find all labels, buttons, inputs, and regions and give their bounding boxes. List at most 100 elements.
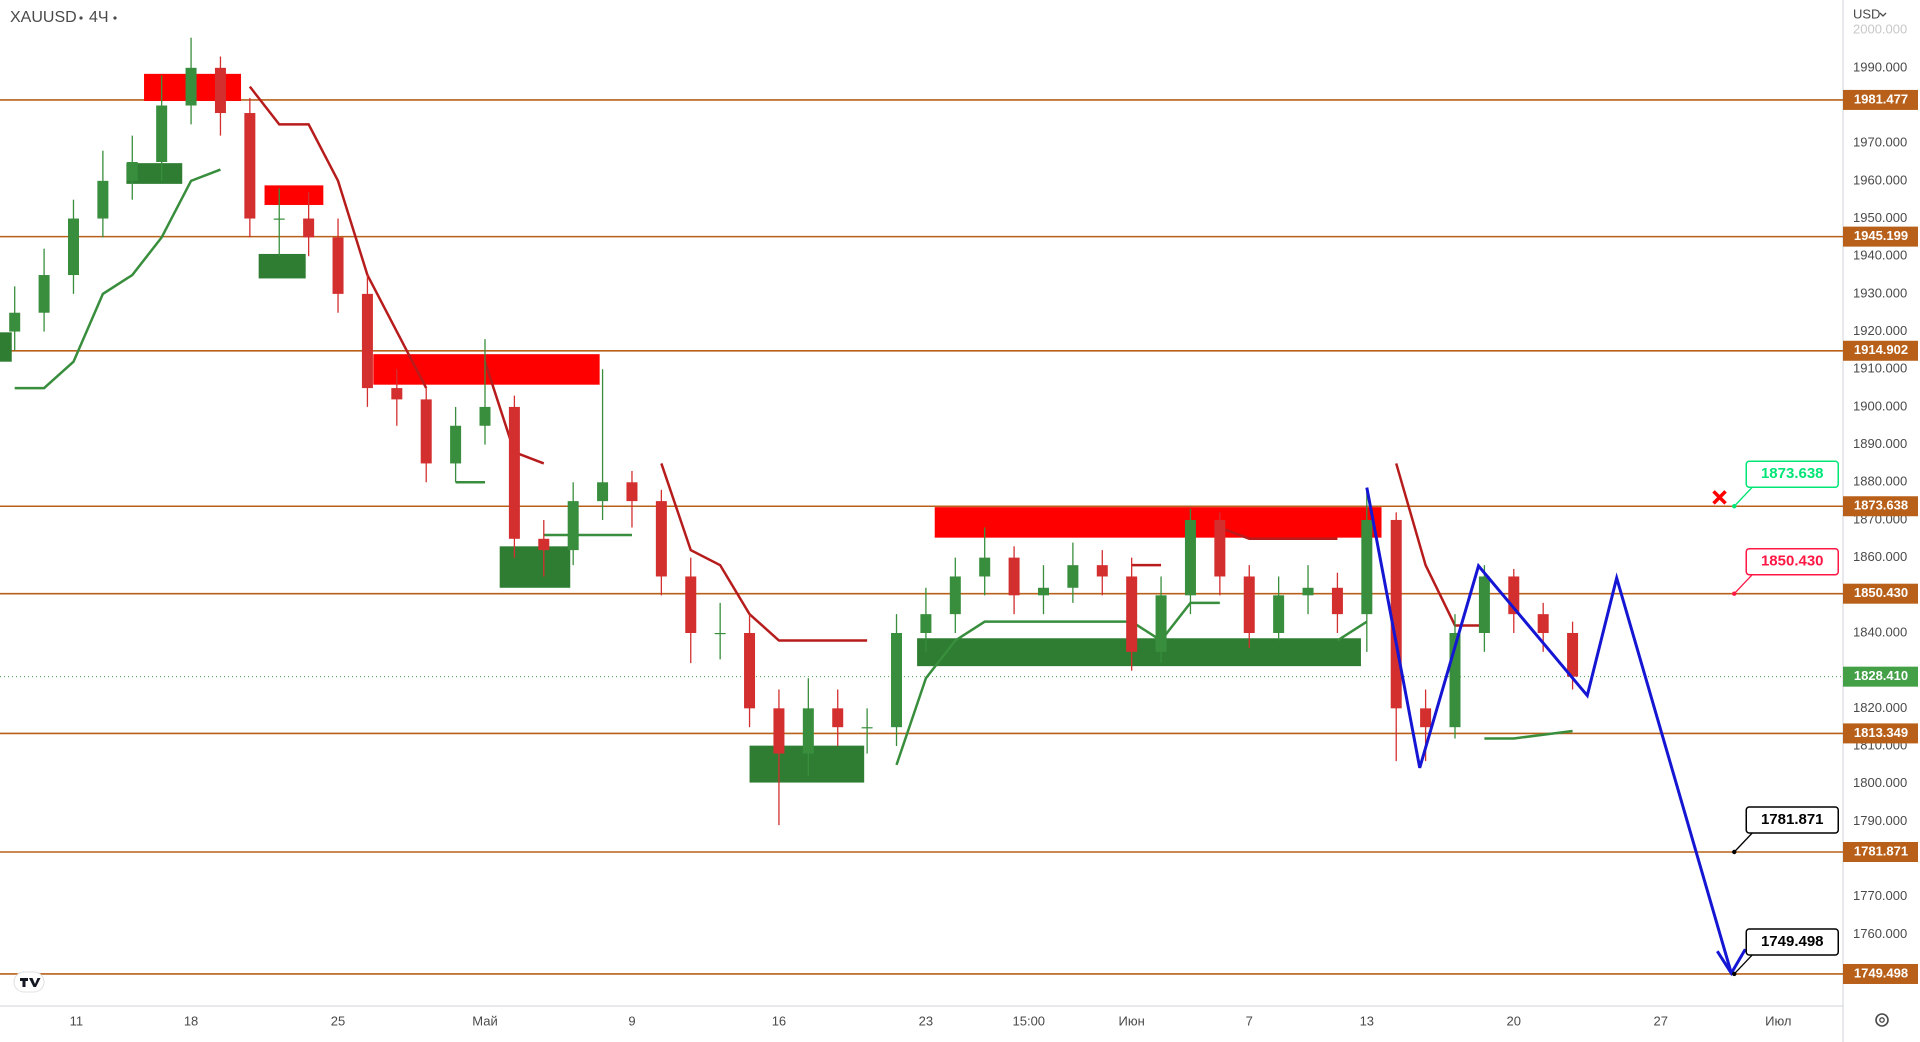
callout-anchor xyxy=(1732,849,1737,855)
x-tick-label: Июл xyxy=(1765,1013,1791,1028)
symbol: XAUUSD xyxy=(10,9,77,26)
y-tick-label: 1960.000 xyxy=(1853,172,1907,187)
callout-anchor xyxy=(1732,504,1737,509)
level-box xyxy=(1843,340,1918,361)
level-box xyxy=(1843,226,1918,247)
x-tick-label: 9 xyxy=(628,1013,635,1028)
zone xyxy=(917,638,1361,667)
y-tick-label: 1970.000 xyxy=(1853,135,1907,150)
candle-body xyxy=(714,632,726,635)
candle-body xyxy=(185,67,197,106)
projection-arrowhead xyxy=(1716,948,1747,977)
candle-body xyxy=(1537,614,1549,633)
y-tick-label: 1790.000 xyxy=(1853,813,1907,828)
candle-body xyxy=(1390,519,1402,709)
x-tick-label: Июн xyxy=(1119,1013,1145,1028)
y-tick-label: 1910.000 xyxy=(1853,361,1907,376)
zone xyxy=(126,163,183,184)
x-tick-label: 11 xyxy=(70,1013,84,1028)
candle-body xyxy=(1273,595,1285,633)
candle-body xyxy=(1508,576,1520,615)
candle-body xyxy=(97,180,109,219)
candle-body xyxy=(1331,587,1343,615)
candle-body xyxy=(479,406,491,426)
level-label: 1945.199 xyxy=(1854,228,1908,243)
currency-caret[interactable] xyxy=(1879,12,1887,17)
candle-body xyxy=(303,218,315,238)
y-tick-label: 1760.000 xyxy=(1853,926,1907,941)
y-tick-label: 1940.000 xyxy=(1853,248,1907,263)
candle-body xyxy=(1155,595,1167,652)
level-label: 1981.477 xyxy=(1854,91,1908,106)
candle-body xyxy=(832,708,844,728)
y-tick-label: 2000.000 xyxy=(1853,22,1907,37)
x-tick-label: Май xyxy=(472,1013,497,1028)
candle-body xyxy=(1243,576,1255,633)
level-label: 1873.638 xyxy=(1854,498,1908,513)
y-tick-label: 1770.000 xyxy=(1853,888,1907,903)
x-tick-label: 23 xyxy=(919,1013,933,1028)
candle-body xyxy=(949,576,961,615)
trend-line xyxy=(14,168,1573,766)
level-box xyxy=(1843,89,1918,110)
x-tick-label: 25 xyxy=(331,1013,345,1028)
x-tick-label: 15:00 xyxy=(1013,1013,1046,1028)
level-box xyxy=(1843,842,1918,863)
candle-body xyxy=(1361,519,1373,615)
candle-body xyxy=(332,237,344,294)
projection-path xyxy=(1365,487,1733,974)
level-label: 1781.871 xyxy=(1854,843,1908,858)
cross-marker xyxy=(1712,490,1727,505)
last-price-label: 1828.410 xyxy=(1854,668,1908,683)
x-tick-label: 20 xyxy=(1507,1013,1521,1028)
level-label: 1850.430 xyxy=(1854,585,1908,600)
x-tick-label: 13 xyxy=(1360,1013,1374,1028)
candle-body xyxy=(1478,576,1490,633)
candle-body xyxy=(1037,587,1049,596)
tradingview-logo xyxy=(13,971,45,993)
candle-body xyxy=(9,312,21,332)
callout-label: 1781.871 xyxy=(1761,811,1824,828)
candle-body xyxy=(273,218,285,220)
callout-box xyxy=(1745,460,1839,488)
y-tick-label: 1900.000 xyxy=(1853,398,1907,413)
zone xyxy=(264,185,324,205)
callout-connector xyxy=(1733,954,1753,975)
currency[interactable]: USD xyxy=(1853,6,1880,21)
candle-body xyxy=(567,501,579,551)
callout-label: 1873.638 xyxy=(1761,465,1824,482)
candle-body xyxy=(420,399,432,464)
candle-body xyxy=(214,67,226,114)
callout-box xyxy=(1745,928,1839,956)
interval: 4Ч xyxy=(89,9,109,26)
candle-body xyxy=(744,632,756,709)
candle-body xyxy=(891,632,903,728)
candle-body xyxy=(156,105,168,163)
candle-body xyxy=(1184,519,1196,596)
candle-body xyxy=(1214,519,1226,577)
candle-body xyxy=(802,708,814,754)
candle-body xyxy=(685,576,697,633)
candle-body xyxy=(361,293,373,389)
settings-icon[interactable] xyxy=(1875,1013,1889,1027)
level-label: 1749.498 xyxy=(1854,965,1908,980)
candle-body xyxy=(67,218,79,276)
candle-body xyxy=(1067,565,1079,588)
x-tick-label: 18 xyxy=(184,1013,198,1028)
callout-box xyxy=(1745,806,1839,834)
candle-body xyxy=(1008,557,1020,596)
y-tick-label: 1930.000 xyxy=(1853,285,1907,300)
candle-body xyxy=(391,388,403,400)
callout-anchor xyxy=(1732,591,1737,596)
y-tick-label: 1880.000 xyxy=(1853,474,1907,489)
candle-body xyxy=(1449,632,1461,728)
candle-body xyxy=(126,162,138,181)
callout-anchor xyxy=(1732,971,1737,977)
separator xyxy=(79,16,83,20)
candle-body xyxy=(979,557,991,577)
level-box xyxy=(1843,583,1918,604)
separator xyxy=(113,16,117,20)
callout-label: 1850.430 xyxy=(1761,553,1824,570)
zone xyxy=(499,546,571,588)
